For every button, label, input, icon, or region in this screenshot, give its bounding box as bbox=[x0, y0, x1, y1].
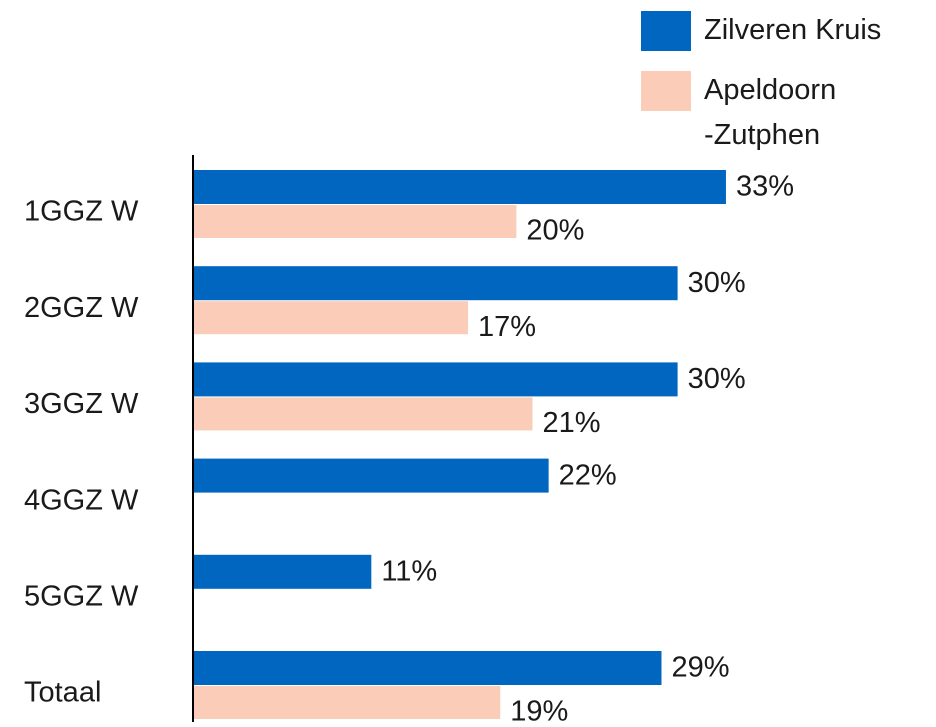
data-label: 21% bbox=[543, 407, 601, 439]
legend-label: Zilveren Kruis bbox=[704, 14, 882, 46]
y-tick-label: 4GGZ W bbox=[24, 484, 139, 516]
y-tick-label: 1GGZ W bbox=[24, 196, 139, 228]
data-label: 17% bbox=[478, 311, 536, 343]
bar bbox=[194, 397, 533, 431]
data-label: 22% bbox=[559, 459, 617, 491]
data-label: 20% bbox=[526, 215, 584, 247]
data-label: 11% bbox=[381, 555, 437, 587]
data-label: 30% bbox=[688, 363, 746, 395]
data-label: 33% bbox=[736, 171, 794, 203]
legend-swatch bbox=[641, 71, 691, 111]
y-tick-label: 2GGZ W bbox=[24, 292, 139, 324]
legend-swatch bbox=[641, 11, 691, 51]
bar bbox=[194, 362, 678, 397]
y-tick-label: 5GGZ W bbox=[24, 580, 139, 612]
bar bbox=[194, 301, 469, 335]
data-label: 30% bbox=[688, 267, 746, 299]
y-tick-label: 3GGZ W bbox=[24, 388, 139, 420]
bar bbox=[194, 266, 678, 301]
bar bbox=[194, 170, 726, 204]
legend-label: Apeldoorn -Zutphen bbox=[704, 74, 837, 151]
bar bbox=[194, 651, 662, 685]
bar bbox=[194, 554, 372, 589]
y-tick-label: Totaal bbox=[24, 677, 101, 709]
bar bbox=[194, 686, 501, 719]
bar bbox=[194, 458, 549, 493]
data-label: 19% bbox=[510, 696, 568, 727]
data-label: 29% bbox=[671, 652, 729, 684]
bar bbox=[194, 205, 517, 238]
